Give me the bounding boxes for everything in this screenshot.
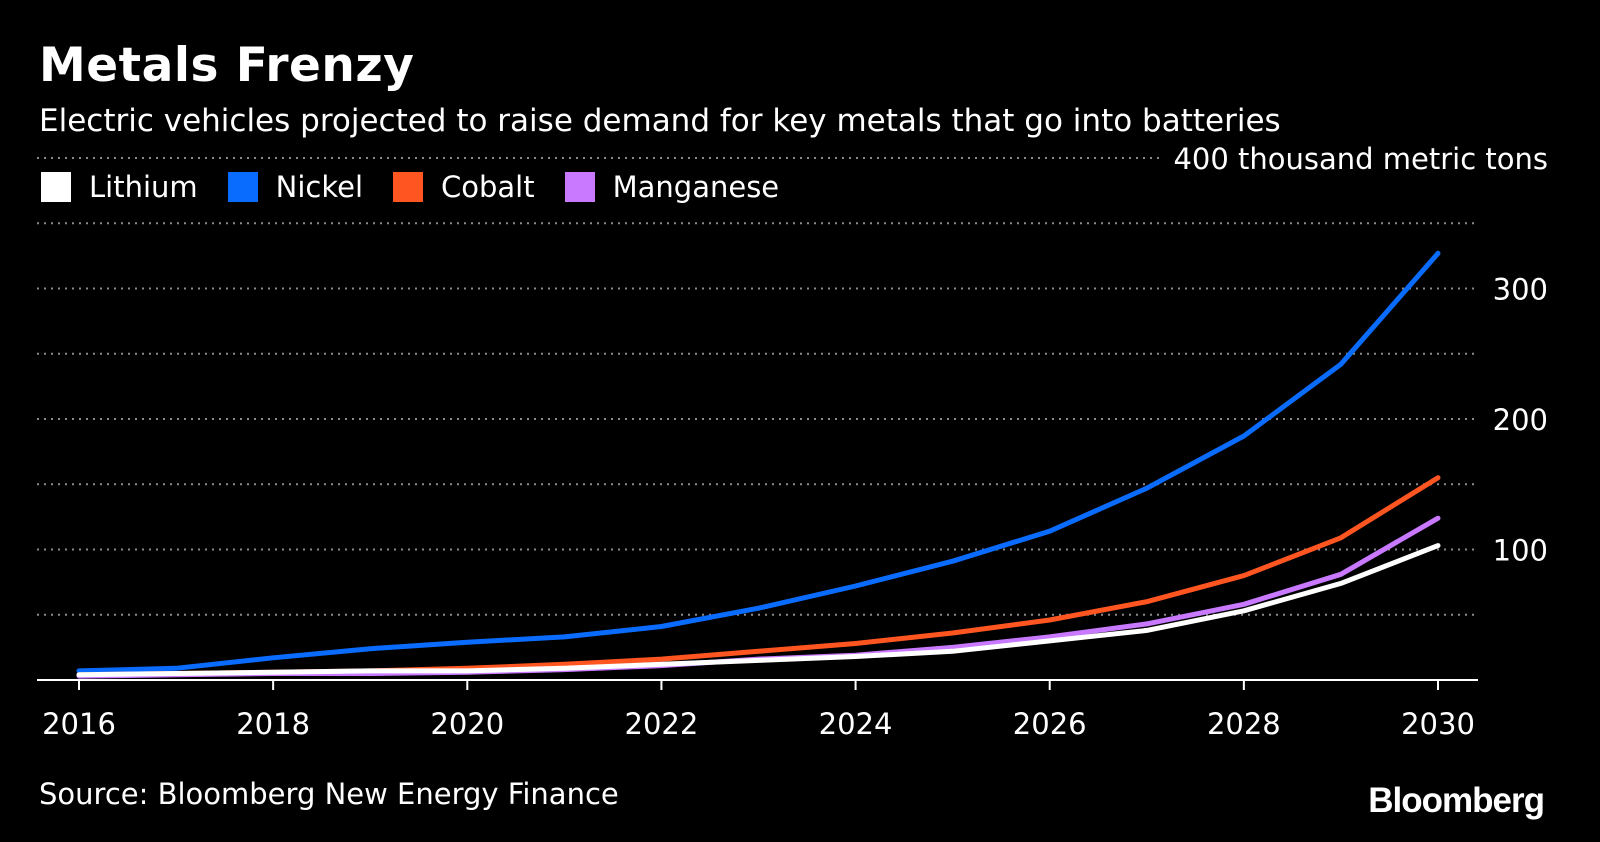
- series-line-nickel: [76, 250, 1441, 674]
- legend-item-nickel: Nickel: [227, 170, 364, 204]
- legend: Lithium Nickel Cobalt Manganese: [41, 170, 809, 204]
- x-tick-label: 2016: [42, 707, 116, 741]
- source-note: Source: Bloomberg New Energy Finance: [39, 777, 619, 811]
- x-tick-label: 2022: [625, 707, 699, 741]
- x-tick-label: 2030: [1401, 707, 1475, 741]
- bloomberg-logo: Bloomberg: [1368, 781, 1545, 820]
- legend-label: Nickel: [275, 170, 364, 204]
- legend-swatch: [564, 172, 595, 202]
- x-tick-label: 2026: [1013, 707, 1087, 741]
- legend-label: Manganese: [612, 170, 780, 204]
- y-tick-label: 200: [1493, 403, 1548, 437]
- x-tick-label: 2028: [1207, 707, 1281, 741]
- legend-swatch: [227, 172, 258, 202]
- legend-swatch: [393, 172, 424, 202]
- legend-item-lithium: Lithium: [41, 170, 198, 204]
- legend-label: Cobalt: [441, 170, 535, 204]
- legend-item-manganese: Manganese: [564, 170, 780, 204]
- series-line-cobalt: [76, 475, 1441, 678]
- x-tick-label: 2020: [430, 707, 504, 741]
- legend-swatch: [41, 172, 71, 202]
- x-tick-label: 2018: [236, 707, 310, 741]
- series-line-lithium: [76, 543, 1441, 678]
- legend-item-cobalt: Cobalt: [393, 170, 535, 204]
- x-tick-label: 2024: [819, 707, 893, 741]
- chart-subtitle: Electric vehicles projected to raise dem…: [39, 103, 1281, 139]
- y-tick-label: 300: [1493, 273, 1548, 307]
- chart-title: Metals Frenzy: [39, 38, 415, 93]
- legend-label: Lithium: [89, 170, 198, 204]
- y-tick-label: 100: [1493, 534, 1548, 568]
- y-tick-label: 400 thousand metric tons: [1173, 142, 1548, 176]
